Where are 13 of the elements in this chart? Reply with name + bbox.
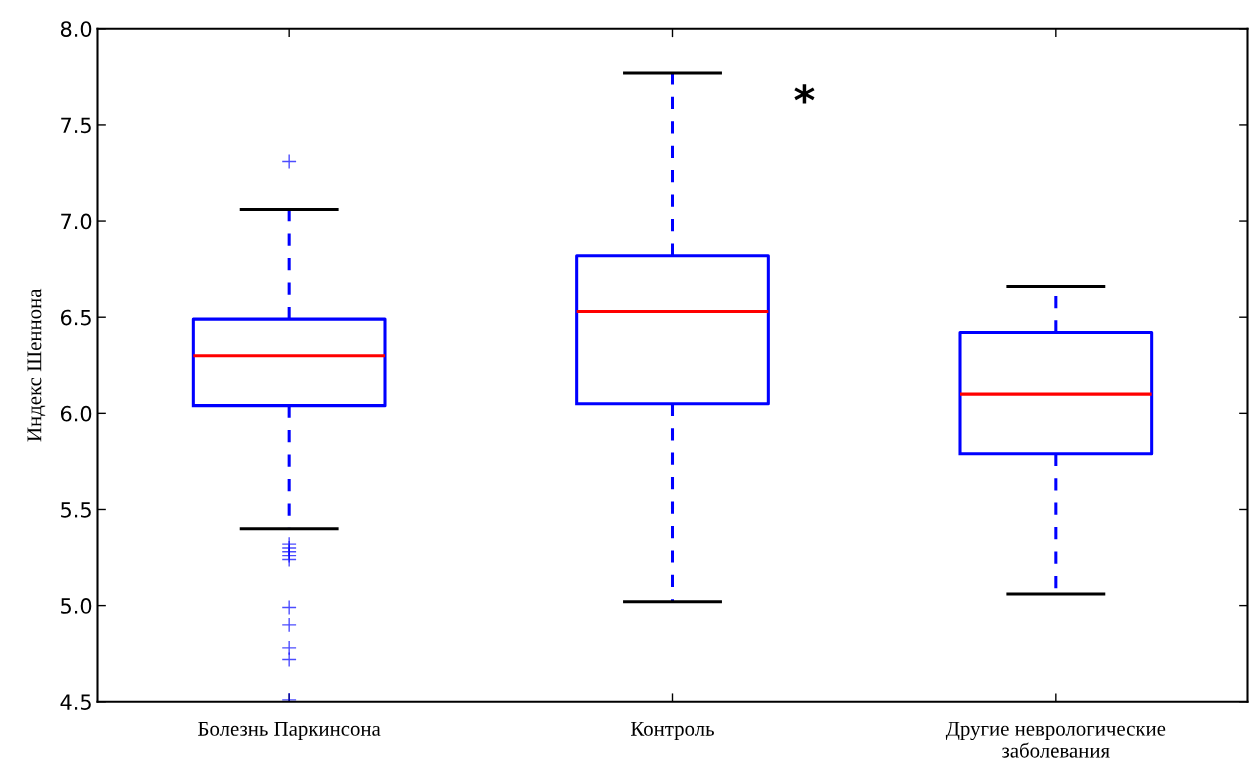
x-tick-label: Болезнь Паркинсона <box>198 722 381 741</box>
y-tick-label: 4.5 <box>60 694 91 710</box>
y-tick-label: 7.0 <box>61 213 92 230</box>
y-tick-label: 5.0 <box>61 598 92 614</box>
annotation: * <box>794 84 815 104</box>
x-tick-label: Другие неврологические заболевания <box>945 721 1166 758</box>
x-tick-label: Контроль <box>630 722 714 741</box>
y-tick-label: 5.5 <box>61 502 91 518</box>
y-tick-label: 6.0 <box>60 405 92 422</box>
y-tick-label: 8.0 <box>60 21 92 37</box>
y-axis-title: Индекс Шеннона <box>27 288 46 442</box>
y-tick-label: 6.5 <box>60 309 91 326</box>
y-tick-label: 7.5 <box>61 117 91 134</box>
